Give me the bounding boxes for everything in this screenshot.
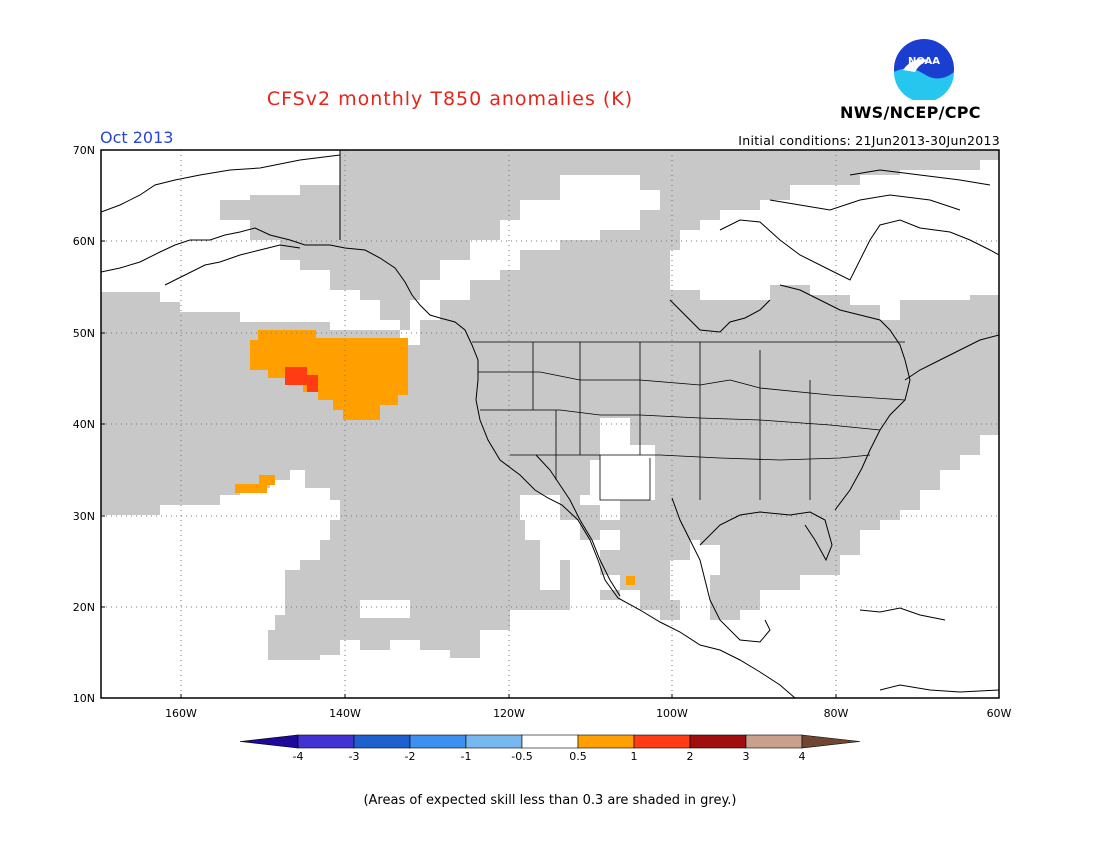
svg-text:NOAA: NOAA [908, 56, 940, 67]
lon-label: 60W [987, 707, 1012, 720]
month-label: Oct 2013 [100, 128, 174, 147]
legend-label: 2 [687, 750, 694, 763]
legend-arrow-high [801, 734, 861, 749]
legend-label: 4 [799, 750, 806, 763]
warm-anomaly-region [235, 330, 635, 585]
legend-label: -0.5 [511, 750, 532, 763]
state-borders [472, 341, 906, 501]
legend-swatch [297, 734, 355, 749]
lat-label: 20N [73, 601, 95, 614]
legend-label: -3 [349, 750, 360, 763]
legend-label: 1 [631, 750, 638, 763]
legend-swatch [465, 734, 523, 749]
legend-swatch [353, 734, 411, 749]
legend-swatch [521, 734, 579, 749]
lat-label: 70N [73, 144, 95, 157]
lat-label: 30N [73, 510, 95, 523]
legend-swatch [409, 734, 467, 749]
map-title: CFSv2 monthly T850 anomalies (K) [266, 88, 634, 110]
lon-label: 140W [329, 707, 361, 720]
lat-label: 40N [73, 418, 95, 431]
legend-swatch [633, 734, 691, 749]
legend-label: -1 [461, 750, 472, 763]
lon-label: 120W [493, 707, 525, 720]
legend-label: 3 [743, 750, 750, 763]
legend-arrow-low [239, 734, 299, 749]
initial-conditions-label: Initial conditions: 21Jun2013-30Jun2013 [738, 133, 1000, 148]
noaa-logo-icon: NOAA [894, 39, 954, 100]
legend-swatch [689, 734, 747, 749]
legend-label: -4 [293, 750, 304, 763]
lat-label: 10N [73, 692, 95, 705]
legend-label: -2 [405, 750, 416, 763]
lat-label: 50N [73, 327, 95, 340]
strong-warm-anomaly-region [285, 367, 318, 392]
lon-label: 100W [656, 707, 688, 720]
legend-swatch [745, 734, 803, 749]
lon-label: 160W [165, 707, 197, 720]
coastlines [101, 150, 999, 698]
legend-label: 0.5 [569, 750, 587, 763]
footnote: (Areas of expected skill less than 0.3 a… [363, 793, 737, 808]
low-skill-region [101, 150, 999, 660]
legend-swatch [577, 734, 635, 749]
lat-label: 60N [73, 235, 95, 248]
lon-label: 80W [824, 707, 849, 720]
agency-label: NWS/NCEP/CPC [840, 103, 981, 122]
